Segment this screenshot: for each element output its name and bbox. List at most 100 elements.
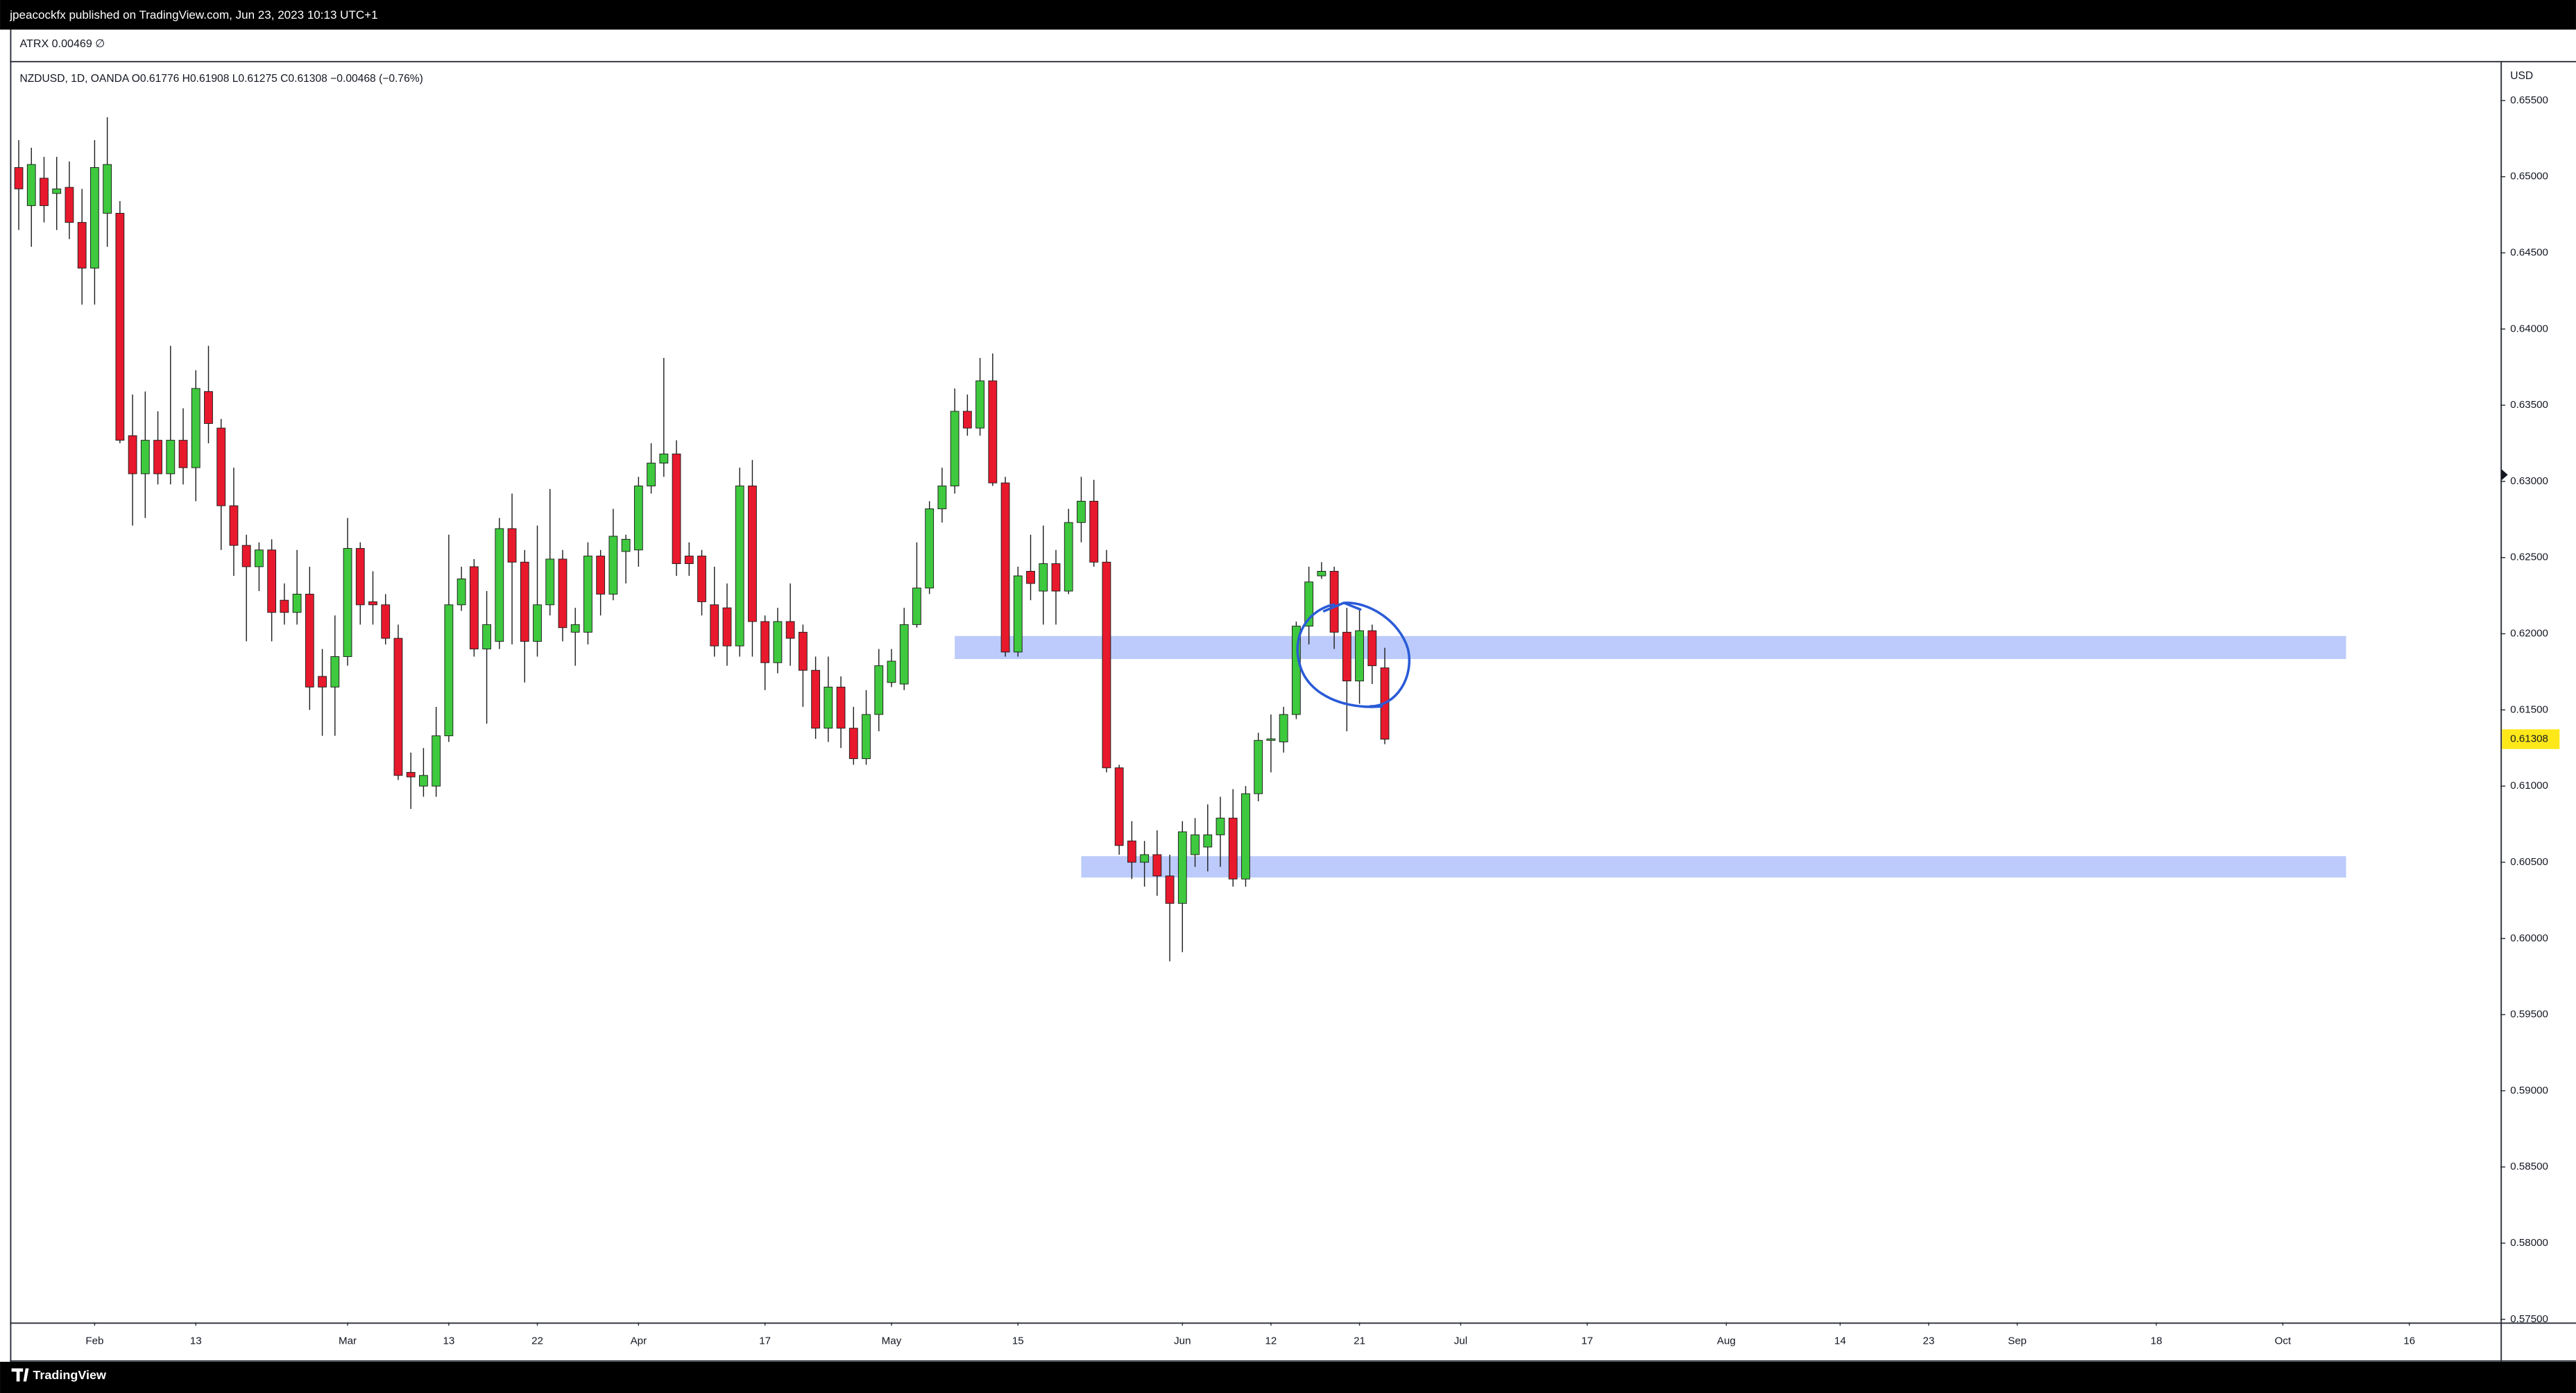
candle-body	[722, 607, 732, 647]
y-tick-label: 0.64000	[2510, 323, 2548, 334]
y-tick-label: 0.57500	[2510, 1313, 2548, 1325]
y-tick-label: 0.64500	[2510, 246, 2548, 258]
candle-body	[760, 621, 770, 663]
candle-body	[697, 556, 706, 602]
candle-body	[647, 463, 656, 486]
x-tick-label: Jun	[1174, 1335, 1191, 1347]
candle-body	[887, 660, 896, 683]
candle-body	[748, 486, 757, 622]
candle-body	[1089, 500, 1099, 563]
candle-body	[178, 440, 188, 468]
candle-body	[1279, 714, 1288, 742]
y-tick-label: 0.65500	[2510, 94, 2548, 106]
y-tick-label: 0.61000	[2510, 780, 2548, 792]
candle-body	[1191, 834, 1200, 855]
candle-body	[862, 714, 871, 760]
candle-body	[1051, 563, 1061, 592]
candle-body	[292, 593, 302, 613]
last-price-box	[2502, 729, 2560, 749]
zones	[955, 635, 2346, 878]
x-tick-label: 21	[1354, 1335, 1365, 1347]
candle-body	[1266, 738, 1276, 741]
symbol-legend: NZDUSD, 1D, OANDA O0.61776 H0.61908 L0.6…	[19, 73, 423, 85]
candle-body	[1114, 767, 1124, 846]
candle-body	[520, 561, 529, 642]
candle-body	[40, 178, 49, 206]
candle-body	[735, 486, 744, 647]
candle-body	[1254, 740, 1263, 794]
candle-body	[216, 427, 226, 506]
candle-body	[267, 549, 277, 613]
x-tick-label: Jul	[1454, 1335, 1467, 1347]
y-tick-label: 0.61500	[2510, 703, 2548, 715]
candle-body	[811, 669, 820, 729]
candle-body	[1127, 840, 1136, 863]
candle-body	[166, 440, 176, 475]
candle-body	[1026, 571, 1035, 584]
circle-annotation	[1296, 601, 1411, 708]
candle-body	[381, 604, 391, 639]
candle-body	[115, 212, 125, 441]
candles	[14, 117, 1390, 962]
candle-body	[355, 548, 365, 606]
candle-body	[899, 624, 909, 685]
x-tick-label: 16	[2403, 1335, 2415, 1347]
last-price-label: 0.61308	[2510, 733, 2548, 745]
x-tick-label: 13	[190, 1335, 202, 1347]
x-tick-label: 22	[531, 1335, 543, 1347]
candle-body	[874, 665, 884, 715]
x-tick-label: Aug	[1717, 1335, 1736, 1347]
candle-body	[1013, 575, 1023, 653]
candle-body	[608, 536, 618, 595]
candle-body	[785, 621, 795, 639]
candle-body	[469, 566, 479, 649]
candle-body	[482, 624, 491, 649]
price-zone	[1081, 856, 2346, 878]
candle-body	[330, 656, 340, 687]
candle-body	[229, 505, 239, 546]
bottom-bar	[0, 1362, 2576, 1393]
y-tick-label: 0.63000	[2510, 475, 2548, 487]
candle-body	[432, 735, 441, 787]
candle-body	[103, 164, 112, 214]
candle-body	[1304, 581, 1314, 627]
candle-body	[52, 188, 62, 194]
candle-body	[1329, 571, 1339, 633]
candle-body	[684, 556, 694, 564]
published-text: jpeacockfx published on TradingView.com,…	[9, 8, 377, 22]
candle-body	[26, 164, 36, 206]
y-tick-label: 0.65000	[2510, 171, 2548, 182]
y-tick-label: 0.63500	[2510, 399, 2548, 411]
candle-body	[255, 549, 264, 567]
candle-body	[937, 486, 947, 509]
candle-body	[912, 588, 921, 625]
candle-body	[495, 528, 504, 642]
candle-body	[773, 621, 783, 663]
x-tick-label: 14	[1834, 1335, 1846, 1347]
candle-body	[153, 440, 162, 475]
candle-body	[1000, 482, 1010, 653]
candle-body	[14, 167, 24, 189]
candle-body	[659, 453, 669, 464]
candle-body	[1228, 817, 1238, 880]
candle-body	[621, 538, 631, 552]
candle-body	[533, 604, 542, 642]
candle-body	[1241, 793, 1250, 880]
candle-body	[596, 556, 606, 595]
candle-body	[710, 604, 719, 647]
price-zone	[955, 635, 2346, 659]
y-tick-label: 0.62000	[2510, 628, 2548, 640]
candle-body	[1064, 522, 1073, 592]
candle-body	[318, 676, 327, 687]
candle-body	[1102, 561, 1111, 769]
y-tick-label: 0.59500	[2510, 1009, 2548, 1020]
candle-body	[457, 578, 466, 606]
candle-body	[368, 601, 377, 606]
candle-body	[90, 167, 99, 268]
candle-body	[950, 411, 959, 486]
candle-body	[1177, 831, 1187, 904]
candle-body	[191, 388, 201, 468]
y-tick-label: 0.58500	[2510, 1161, 2548, 1172]
candle-body	[1077, 500, 1086, 523]
x-tick-label: May	[882, 1335, 902, 1347]
